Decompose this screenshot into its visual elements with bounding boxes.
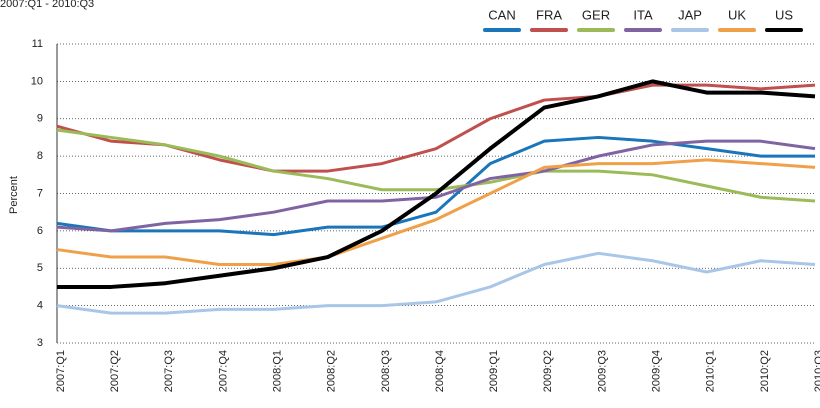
y-tick-label: 8 [37,150,43,162]
series-line [56,139,816,233]
y-axis-label: Percent [8,176,20,214]
series-line [57,79,816,289]
x-tick-label: 2009:Q2 [542,350,554,392]
legend-label: CAN [488,7,515,22]
x-tick-label: 2010:Q2 [759,350,771,392]
x-tick-label: 2008:Q3 [380,350,392,392]
legend-label: FRA [536,7,562,22]
x-tick-label: 2010:Q1 [705,350,717,392]
x-tick-label: 2010:Q3 [813,350,820,392]
y-tick-label: 9 [37,113,43,125]
y-tick-label: 6 [37,225,43,237]
x-tick-label: 2007:Q1 [55,350,67,392]
y-tick-label: 10 [31,75,43,87]
chart-subtitle: 2007:Q1 - 2010:Q3 [0,0,94,10]
x-tick-label: 2009:Q4 [650,350,662,392]
series-line [56,135,815,237]
legend-label: UK [728,7,746,22]
series-line [56,128,816,203]
legend-label: ITA [633,7,653,22]
y-tick-label: 11 [32,38,43,50]
x-tick-label: 2008:Q2 [326,350,338,392]
series-line [56,83,816,173]
series-line [56,158,816,267]
y-tick-label: 3 [37,337,43,349]
x-tick-label: 2007:Q2 [109,350,121,392]
legend-label: JAP [678,7,702,22]
series-line [56,251,816,315]
x-tick-label: 2008:Q4 [434,350,446,392]
x-tick-label: 2009:Q3 [596,350,608,392]
y-tick-label: 5 [37,262,43,274]
x-tick-label: 2009:Q1 [488,350,500,392]
x-tick-label: 2007:Q3 [163,350,175,392]
legend-label: US [775,7,793,22]
y-tick-label: 7 [37,187,43,199]
x-tick-label: 2008:Q1 [271,350,283,392]
y-tick-label: 4 [37,300,43,312]
x-tick-label: 2007:Q4 [217,350,229,392]
legend-label: GER [582,7,610,22]
